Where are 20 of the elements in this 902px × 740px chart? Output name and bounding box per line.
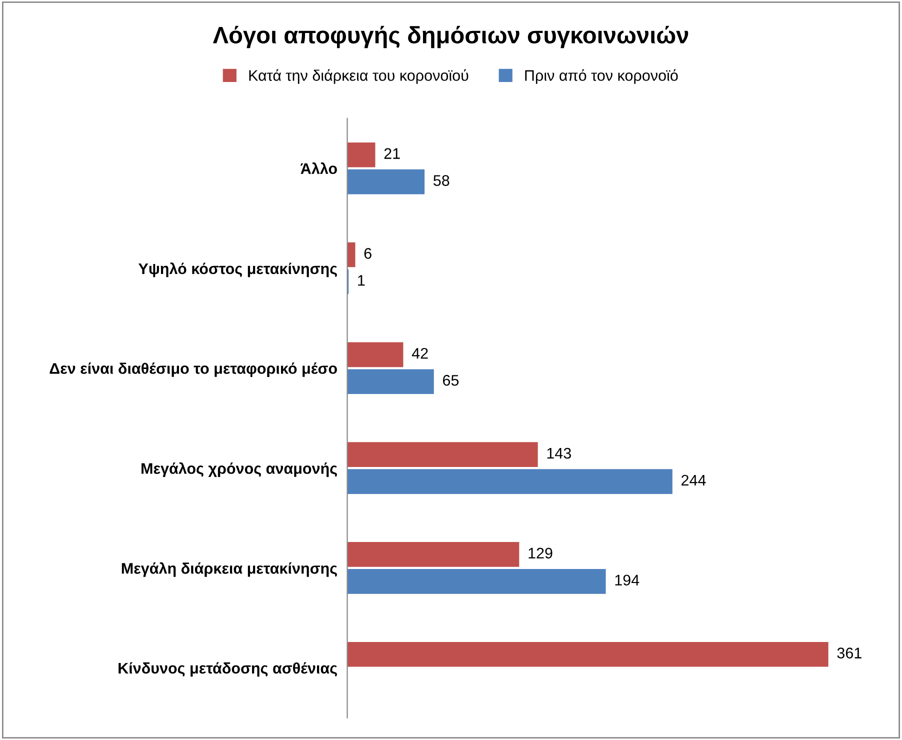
data-label: 194 bbox=[615, 574, 640, 586]
y-tick-label: Υψηλό κόστος μετακίνησης bbox=[138, 262, 337, 278]
data-label: 65 bbox=[443, 374, 459, 386]
data-label: 42 bbox=[412, 348, 428, 359]
data-label: 58 bbox=[434, 175, 450, 186]
data-label: 361 bbox=[837, 648, 862, 658]
data-label: 244 bbox=[682, 474, 706, 486]
y-tick-label: Μεγάλη διάρκεια μετακίνησης bbox=[122, 562, 337, 577]
data-label: 143 bbox=[547, 448, 571, 459]
y-tick-label: Δεν είναι διαθέσιμο το μεταφορικό μέσο bbox=[50, 362, 337, 377]
y-tick-label: Άλλο bbox=[300, 162, 337, 174]
legend-label: Πριν από τον κορονοϊό bbox=[525, 69, 678, 84]
data-label: 1 bbox=[358, 275, 365, 286]
y-tick-label: Κίνδυνος μετάδοσης ασθένιας bbox=[118, 662, 337, 677]
data-label: 129 bbox=[528, 548, 552, 559]
data-label: 21 bbox=[384, 148, 400, 159]
chart-title: Λόγοι αποφυγής δημόσιων συγκοινωνιών bbox=[212, 26, 688, 48]
y-tick-label: Μεγάλος χρόνος αναμονής bbox=[142, 462, 337, 477]
legend-label: Κατά την διάρκεια του κορονοϊού bbox=[249, 69, 468, 84]
data-label: 6 bbox=[364, 248, 372, 259]
